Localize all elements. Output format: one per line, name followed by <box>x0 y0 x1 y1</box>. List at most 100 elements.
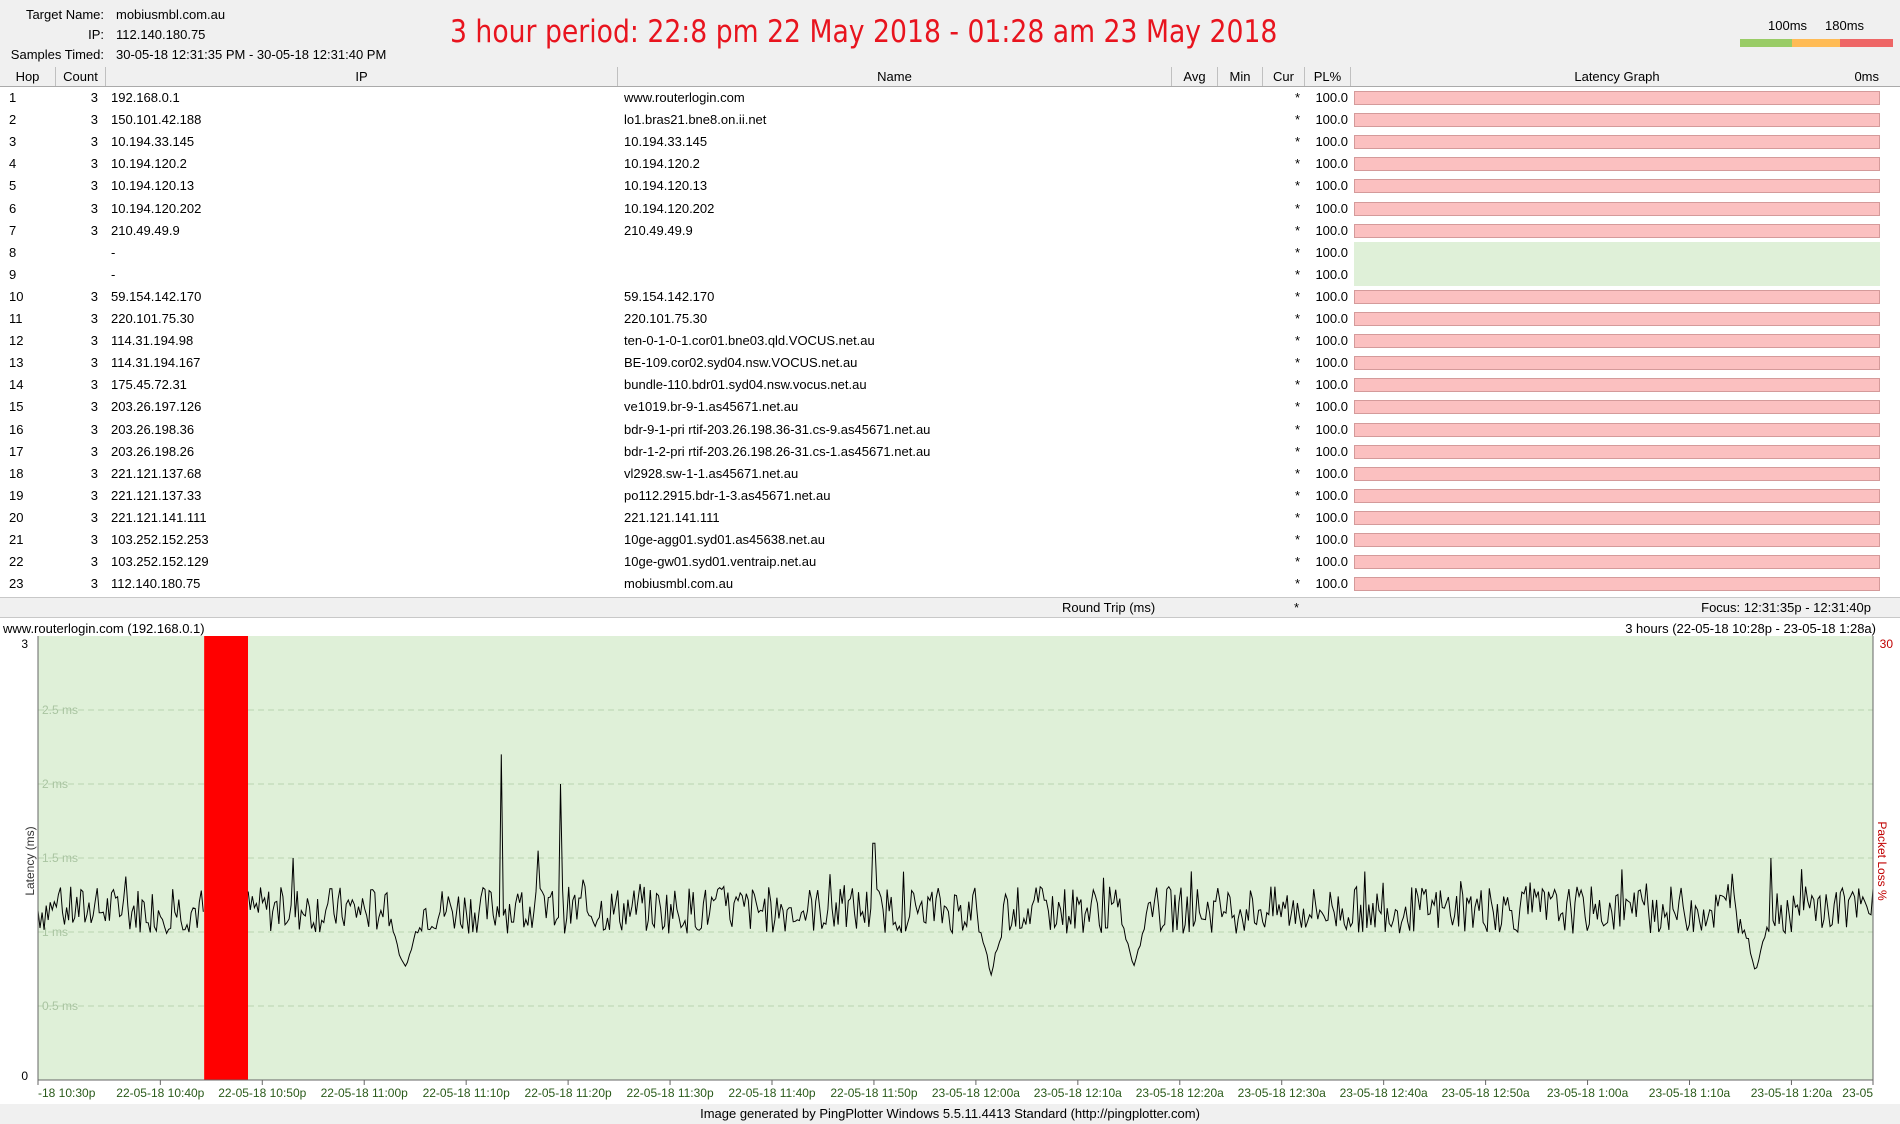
column-pl[interactable]: PL% <box>1305 67 1351 86</box>
hop-no-response-bar <box>1354 241 1880 264</box>
scale-label-100ms: 100ms <box>1768 18 1808 33</box>
column-min[interactable]: Min <box>1218 67 1263 86</box>
hop-loss-bar <box>1354 466 1880 481</box>
hop-row[interactable]: 16 3 203.26.198.36 bdr-9-1-pri rtif-203.26.… <box>0 419 1900 441</box>
hop-ip: 59.154.142.170 <box>111 288 202 304</box>
hop-name: mobiusmbl.com.au <box>624 576 734 592</box>
hop-name: 10ge-agg01.syd01.as45638.net.au <box>624 532 825 547</box>
hop-cur: * <box>1294 178 1300 194</box>
hop-name: BE-109.cor02.syd04.nsw.VOCUS.net.au <box>624 355 858 371</box>
hop-cur: * <box>1294 576 1300 592</box>
hop-row[interactable]: 21 3 103.252.152.253 10ge-agg01.syd01.as456… <box>0 529 1900 551</box>
hop-row[interactable]: 1 3 192.168.0.1 www.routerlogin.com * 100.0 <box>0 87 1900 109</box>
column-latency-graph[interactable]: Latency Graph <box>1574 69 1660 84</box>
hop-ip: 221.121.141.111 <box>111 509 207 525</box>
column-cur[interactable]: Cur <box>1263 67 1305 86</box>
hop-name: 10ge-gw01.syd01.ventraip.net.au <box>624 554 817 570</box>
hop-number: 15 <box>9 399 24 415</box>
hop-name: 10.194.33.145 <box>624 134 708 150</box>
column-hop[interactable]: Hop <box>0 67 56 86</box>
hop-packet-loss: 100.0 <box>1315 288 1348 304</box>
hop-loss-bar <box>1354 510 1880 525</box>
hop-packet-loss: 100.0 <box>1315 311 1348 326</box>
column-graph-scale: 0ms <box>1854 69 1879 84</box>
hop-row[interactable]: 7 3 210.49.49.9 210.49.49.9 * 100.0 <box>0 220 1900 242</box>
hop-ip: - <box>111 266 116 282</box>
hop-cur: * <box>1294 288 1300 304</box>
hop-row[interactable]: 6 3 10.194.120.202 10.194.120.202 * 100.0 <box>0 198 1900 220</box>
hop-latency-graph-cell <box>1354 374 1880 396</box>
hop-name: 10.194.120.2 <box>624 156 700 172</box>
hop-loss-bar <box>1354 201 1880 216</box>
column-ip[interactable]: IP <box>106 67 618 86</box>
hop-ip: 203.26.198.36 <box>111 421 195 437</box>
hop-ip: 112.140.180.75 <box>111 576 201 592</box>
y-axis-max-label: 3 <box>21 637 28 651</box>
hop-packet-loss: 100.0 <box>1315 200 1348 216</box>
hop-count: 3 <box>90 200 98 216</box>
hop-packet-loss: 100.0 <box>1315 509 1348 525</box>
hop-row[interactable]: 8 - * 100.0 <box>0 241 1900 264</box>
generator-footer: Image generated by PingPlotter Windows 5… <box>0 1104 1900 1124</box>
hop-row[interactable]: 23 3 112.140.180.75 mobiusmbl.com.au * 100.0 <box>0 573 1900 595</box>
hop-row[interactable]: 13 3 114.31.194.167 BE-109.cor02.syd04.nsw.… <box>0 352 1900 374</box>
hop-latency-graph-cell <box>1354 220 1880 242</box>
hop-ip: 10.194.120.202 <box>111 200 202 216</box>
target-info-header: Target Name: mobiusmbl.com.au IP: 112.14… <box>0 0 1900 68</box>
hop-cur: * <box>1294 112 1300 128</box>
hop-packet-loss: 100.0 <box>1315 399 1348 415</box>
hop-loss-bar <box>1354 223 1880 238</box>
hop-count: 3 <box>90 377 98 393</box>
hop-row[interactable]: 10 3 59.154.142.170 59.154.142.170 * 100.0 <box>0 286 1900 308</box>
column-count[interactable]: Count <box>56 67 106 86</box>
hop-number: 1 <box>9 90 17 105</box>
hop-latency-graph-cell <box>1354 131 1880 153</box>
hop-cur: * <box>1294 311 1300 326</box>
hop-row[interactable]: 17 3 203.26.198.26 bdr-1-2-pri rtif-203.26.… <box>0 441 1900 463</box>
hop-latency-graph-cell <box>1354 551 1880 573</box>
hop-ip: 220.101.75.30 <box>111 311 195 326</box>
hop-count: 3 <box>90 355 98 371</box>
hop-no-response-bar <box>1354 263 1880 286</box>
hop-number: 3 <box>9 134 17 150</box>
hop-latency-graph-cell <box>1354 263 1880 286</box>
hop-row[interactable]: 11 3 220.101.75.30 220.101.75.30 * 100.0 <box>0 308 1900 330</box>
hop-number: 5 <box>9 178 17 194</box>
hop-row[interactable]: 20 3 221.121.141.111 221.121.141.111 * 100.0 <box>0 507 1900 529</box>
timeline-graph-range[interactable]: 3 hours (22-05-18 10:28p - 23-05-18 1:28… <box>1625 621 1876 636</box>
y-tick-label: 1 ms <box>42 925 68 939</box>
hop-cur: * <box>1294 443 1300 459</box>
hop-loss-bar <box>1354 488 1880 503</box>
hop-row[interactable]: 2 3 150.101.42.188 lo1.bras21.bne8.on.ii.ne… <box>0 109 1900 131</box>
hop-count: 3 <box>90 465 98 481</box>
hop-packet-loss: 100.0 <box>1315 156 1348 172</box>
trace-column-headers: Hop Count IP Name Avg Min Cur PL% Latenc… <box>0 67 1900 87</box>
hop-row[interactable]: 22 3 103.252.152.129 10ge-gw01.syd01.ventra… <box>0 551 1900 573</box>
hop-row[interactable]: 19 3 221.121.137.33 po112.2915.bdr-1-3.as45… <box>0 485 1900 507</box>
hop-row[interactable]: 12 3 114.31.194.98 ten-0-1-0-1.cor01.bne03.… <box>0 330 1900 352</box>
hop-latency-graph-cell <box>1354 241 1880 264</box>
hop-ip: 103.252.152.253 <box>111 532 209 547</box>
column-name[interactable]: Name <box>618 67 1172 86</box>
hop-loss-bar <box>1354 422 1880 437</box>
hop-row[interactable]: 5 3 10.194.120.13 10.194.120.13 * 100.0 <box>0 175 1900 197</box>
hop-loss-bar <box>1354 91 1880 105</box>
hop-latency-graph-cell <box>1354 87 1880 109</box>
hop-latency-graph-cell <box>1354 308 1880 330</box>
hop-ip: - <box>111 244 116 260</box>
hop-cur: * <box>1294 266 1300 282</box>
hop-row[interactable]: 14 3 175.45.72.31 bundle-110.bdr01.syd04.ns… <box>0 374 1900 396</box>
focus-range[interactable]: Focus: 12:31:35p - 12:31:40p <box>1701 600 1871 615</box>
y-tick-label: 2 ms <box>42 777 68 791</box>
hop-name: ten-0-1-0-1.cor01.bne03.qld.VOCUS.net.au <box>624 333 875 349</box>
hop-row[interactable]: 9 - * 100.0 <box>0 263 1900 286</box>
hop-row[interactable]: 4 3 10.194.120.2 10.194.120.2 * 100.0 <box>0 153 1900 175</box>
column-avg[interactable]: Avg <box>1172 67 1218 86</box>
hop-packet-loss: 100.0 <box>1315 244 1348 260</box>
hop-cur: * <box>1294 465 1300 481</box>
hop-row[interactable]: 15 3 203.26.197.126 ve1019.br-9-1.as45671.n… <box>0 396 1900 418</box>
round-trip-summary: Round Trip (ms) * Focus: 12:31:35p - 12:… <box>0 597 1900 618</box>
hop-row[interactable]: 3 3 10.194.33.145 10.194.33.145 * 100.0 <box>0 131 1900 153</box>
hop-row[interactable]: 18 3 221.121.137.68 vl2928.sw-1-1.as45671.n… <box>0 463 1900 485</box>
